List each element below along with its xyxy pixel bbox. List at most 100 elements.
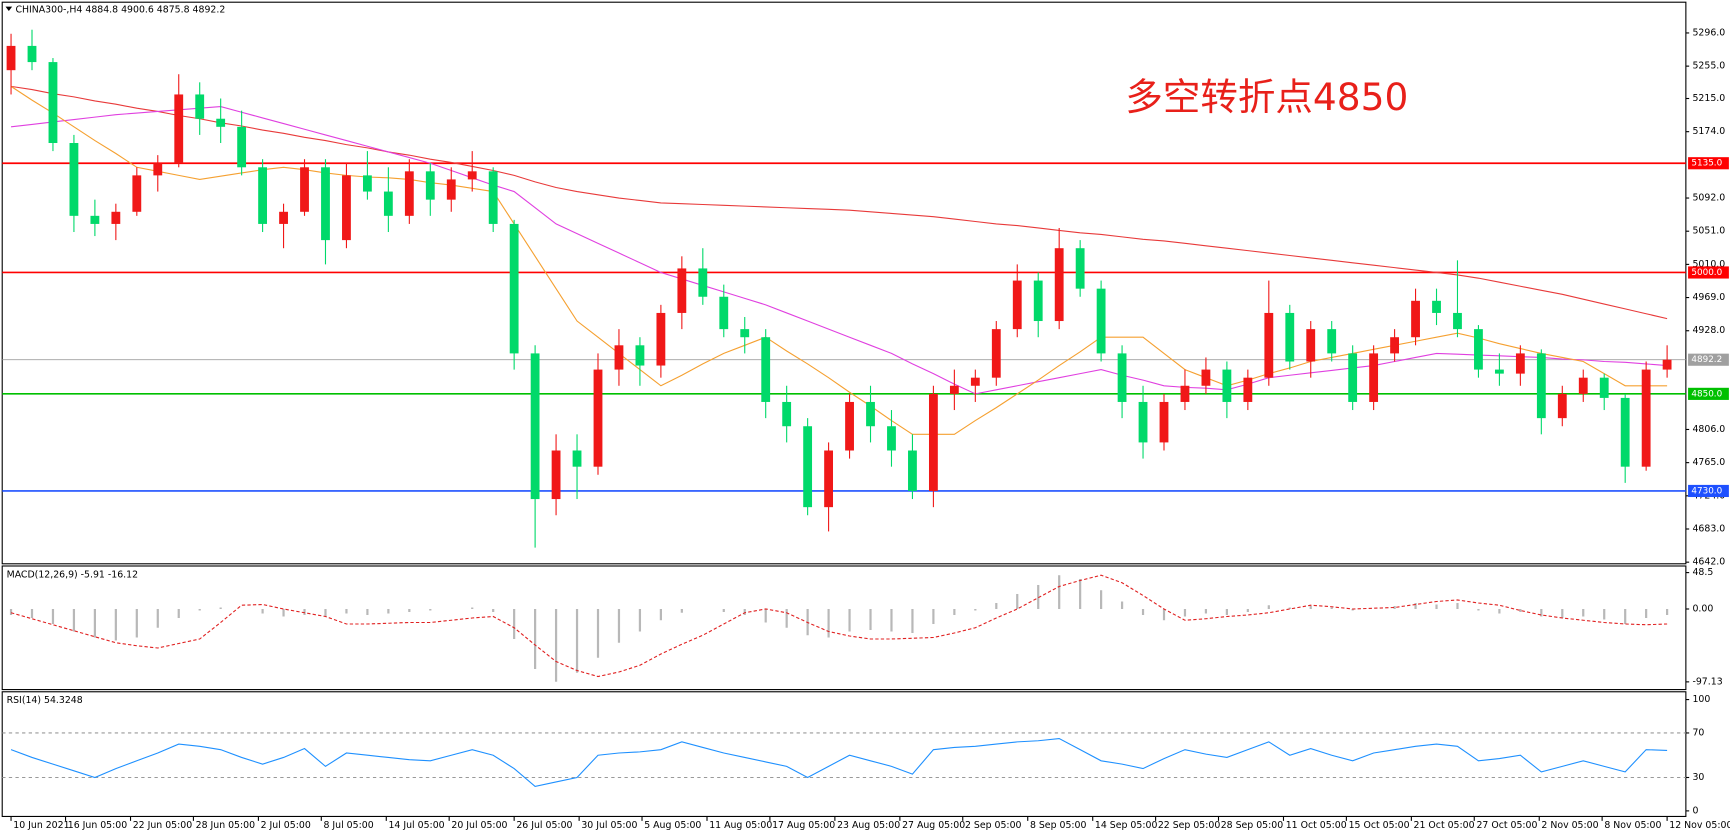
x-tick-label: 8 Nov 05:00 [1604,820,1661,831]
candle-body [530,353,540,500]
x-tick-label: 27 Aug 05:00 [902,820,965,831]
menu-triangle [5,6,13,12]
candle-body [195,94,205,119]
candle-body [6,45,16,71]
candle-body [656,312,666,366]
y-tick-label: 30 [1692,772,1704,783]
level-label: 4892.2 [1691,355,1722,365]
candle-body [1557,393,1567,419]
moving-average [10,85,1668,320]
x-tick-label: 14 Sep 05:00 [1095,820,1158,831]
candle-body [1096,288,1106,354]
candle-body [1075,248,1085,289]
candle-body [1012,280,1022,330]
candle-body [845,401,854,451]
x-tick-label: 26 Jul 05:00 [516,820,572,831]
candle-body [1138,401,1148,443]
candle-body [782,401,792,427]
x-tick-label: 27 Oct 05:00 [1476,820,1537,831]
candle-body [132,175,142,212]
candle-body [27,45,37,63]
rsi-title: RSI(14) 54.3248 [7,695,83,706]
x-tick-label: 10 Jun 2021 [13,820,69,831]
candle-body [866,401,875,427]
x-tick-label: 11 Aug 05:00 [709,820,772,831]
candle-body [991,329,1001,378]
x-tick-label: 17 Aug 05:00 [772,820,835,831]
y-tick-label: 5215.0 [1692,93,1725,104]
candle-body [69,143,79,216]
candle-body [1474,329,1483,370]
x-tick-label: 30 Jul 05:00 [581,820,637,831]
x-tick-label: 22 Sep 05:00 [1158,820,1221,831]
x-tick-label: 14 Jul 05:00 [388,820,444,831]
candle-body [949,385,959,394]
candle-body [1264,312,1274,378]
y-tick-label: 4765.0 [1692,457,1725,468]
candle-body [572,450,582,467]
candle-body [1159,401,1169,443]
candle-body [1348,353,1358,402]
level-label: 5135.0 [1691,159,1722,169]
candle-body [258,167,268,224]
candle-body [1599,377,1609,398]
candle-body [300,167,309,212]
candle-body [467,171,477,180]
candle-body [237,126,247,168]
candle-body [174,94,184,164]
candle-body [216,118,226,127]
candle-body [1578,377,1588,394]
y-tick-label: 48.5 [1692,567,1713,578]
candle-body [1306,329,1316,362]
rsi-panel-border [1,691,1687,818]
x-tick-label: 8 Jul 05:00 [323,820,373,831]
x-tick-label: 15 Oct 05:00 [1349,820,1410,831]
candle-body [677,268,687,313]
x-tick-label: 28 Jun 05:00 [196,820,256,831]
macd-panel-border [1,565,1687,691]
moving-average [10,106,1668,395]
y-tick-label: 4928.0 [1692,325,1725,336]
level-label: 4730.0 [1691,486,1722,496]
candle-body [446,179,456,200]
y-tick-label: 4806.0 [1692,424,1725,435]
candle-body [321,167,330,241]
candle-body [1432,300,1441,313]
x-tick-label: 2 Nov 05:00 [1541,820,1598,831]
y-tick-label: 100 [1692,694,1710,705]
candle-body [1033,280,1043,322]
candle-body [111,211,121,224]
y-tick-label: 5174.0 [1692,126,1725,137]
candle-body [362,175,372,192]
candle-body [404,171,414,216]
chart-title: CHINA300-,H4 4884.8 4900.6 4875.8 4892.2 [15,4,225,15]
candle-body [90,215,100,224]
x-tick-label: 2 Sep 05:00 [965,820,1022,831]
y-tick-label: 4969.0 [1692,292,1725,303]
candle-body [1620,397,1630,467]
macd-signal [10,574,1668,678]
candle-body [342,175,351,241]
y-tick-label: -97.13 [1692,676,1722,687]
candle-body [614,345,624,370]
level-label-box [1688,353,1729,366]
x-tick-label: 20 Jul 05:00 [451,820,507,831]
candle-body [1201,369,1211,386]
candle-body [1180,385,1190,402]
candle-body [1411,300,1420,338]
candle-body [740,329,750,338]
candle-body [383,191,393,216]
y-tick-label: 70 [1692,727,1704,738]
candle-body [698,268,708,297]
candle-body [1054,248,1064,322]
candle-body [908,450,917,491]
x-tick-label: 2 Jul 05:00 [261,820,311,831]
candle-body [803,426,813,508]
candle-body [928,393,938,491]
x-tick-label: 22 Jun 05:00 [133,820,193,831]
candle-body [761,337,771,402]
candle-body [1327,329,1337,354]
candle-body [970,377,980,386]
